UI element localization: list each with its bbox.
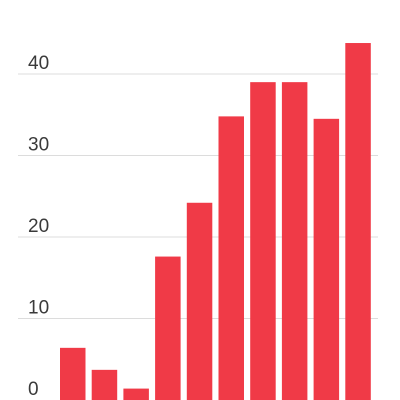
bar-9	[313, 118, 340, 400]
bar-4	[155, 256, 181, 400]
bar-3	[123, 388, 149, 400]
y-tick-label: 30	[28, 135, 49, 156]
y-tick-label: 40	[28, 53, 49, 74]
bar-10	[345, 43, 371, 400]
y-tick-label: 0	[28, 379, 39, 400]
bar-8	[281, 82, 308, 400]
bar-6	[218, 116, 244, 400]
bar-1	[60, 347, 86, 400]
bar-2	[91, 369, 118, 400]
bar-7	[250, 82, 276, 400]
y-tick-label: 10	[28, 298, 49, 319]
y-tick-label: 20	[28, 216, 49, 237]
bars	[60, 43, 371, 400]
bar-5	[186, 202, 213, 400]
y-axis-tick-labels: 0 10 20 30 40	[28, 53, 49, 400]
